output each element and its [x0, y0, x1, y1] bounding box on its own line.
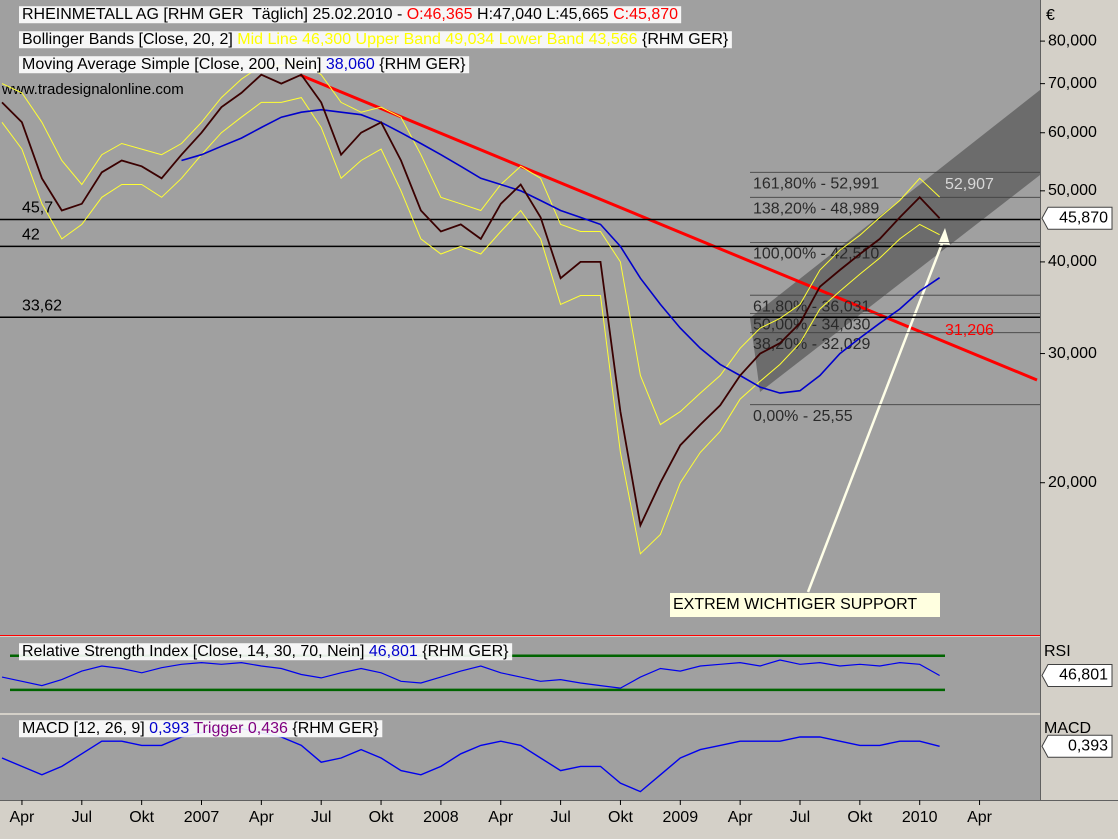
- value-badge-label: 46,801: [1059, 667, 1108, 684]
- x-tick-label: Okt: [129, 809, 154, 826]
- fib-label: 100,00% - 42,510: [753, 246, 879, 263]
- header-part: {RHM GER}: [638, 31, 729, 48]
- y-tick-label: 30,000: [1048, 345, 1097, 362]
- header-part: 38,060: [326, 56, 375, 73]
- x-tick-label: 2009: [663, 809, 699, 826]
- header-part: {RHM GER}: [288, 720, 379, 737]
- header-part: 46,801: [369, 643, 418, 660]
- header-part: H:47,040 L:45,665: [473, 6, 614, 23]
- header-part: Moving Average Simple [Close, 200, Nein]: [22, 56, 326, 73]
- header-part: Bollinger Bands [Close, 20, 2]: [22, 31, 237, 48]
- x-tick-label: Apr: [249, 809, 275, 826]
- x-tick-label: Jul: [311, 809, 331, 826]
- x-tick-label: Apr: [967, 809, 993, 826]
- x-tick-label: Okt: [847, 809, 872, 826]
- header-text: MACD [12, 26, 9] 0,393 Trigger 0,436 {RH…: [22, 720, 379, 737]
- header-part: C:45,870: [613, 6, 678, 23]
- fib-label: 61,80% - 36,031: [753, 298, 871, 315]
- support-note: EXTREM WICHTIGER SUPPORT: [673, 596, 917, 613]
- level-label: 42: [22, 227, 40, 244]
- header-part: Relative Strength Index [Close, 14, 30, …: [22, 643, 369, 660]
- x-tick-label: Okt: [608, 809, 633, 826]
- header-part: {RHM GER}: [375, 56, 466, 73]
- x-tick-label: Apr: [9, 809, 35, 826]
- value-badge: [1041, 664, 1113, 688]
- y-tick-label: 70,000: [1048, 75, 1097, 92]
- note-box: [670, 593, 940, 617]
- x-tick-label: Okt: [369, 809, 394, 826]
- header-text: Bollinger Bands [Close, 20, 2] Mid Line …: [22, 31, 729, 48]
- y-tick-label: 80,000: [1048, 32, 1097, 49]
- x-tick-label: 2010: [902, 809, 938, 826]
- header-part: MACD [12, 26, 9]: [22, 720, 149, 737]
- value-badge-label: 0,393: [1068, 738, 1108, 755]
- arrow-head: [938, 228, 950, 245]
- y-tick-label: 50,000: [1048, 182, 1097, 199]
- header-part: Mid Line 46,300 Upper Band 49,034 Lower …: [237, 31, 637, 48]
- header-part: 0,436: [248, 720, 288, 737]
- rsi-axis-label: RSI: [1044, 643, 1071, 660]
- series-line: [1, 659, 940, 689]
- header-part: Trigger: [189, 720, 248, 737]
- annotation: 31,206: [945, 322, 994, 339]
- level-label: 33,62: [22, 297, 62, 314]
- header-bg: [19, 56, 470, 74]
- header-text: Moving Average Simple [Close, 200, Nein]…: [22, 56, 466, 73]
- value-badge: [1041, 206, 1113, 230]
- level-label: 45,7: [22, 200, 53, 217]
- macd-axis-label: MACD: [1044, 720, 1091, 737]
- x-tick-label: 2008: [423, 809, 459, 826]
- series-line: [181, 108, 941, 394]
- x-tick-label: 2007: [184, 809, 220, 826]
- series-line: [1, 97, 940, 555]
- value-badge-label: 45,870: [1059, 210, 1108, 227]
- fib-label: 138,20% - 48,989: [753, 201, 879, 218]
- header-bg: [19, 6, 682, 24]
- watermark: www.tradesignalonline.com: [1, 81, 184, 98]
- x-tick-label: Apr: [488, 809, 514, 826]
- x-tick-label: Apr: [728, 809, 754, 826]
- y-unit: €: [1046, 7, 1055, 24]
- series-line: [1, 73, 941, 529]
- x-tick-label: Jul: [790, 809, 810, 826]
- header-text: Relative Strength Index [Close, 14, 30, …: [22, 643, 509, 660]
- trend-channel: [750, 90, 1040, 392]
- header-bg: [19, 31, 732, 49]
- fib-label: 50,00% - 34,030: [753, 317, 871, 334]
- x-tick-label: Jul: [550, 809, 570, 826]
- annotation: 52,907: [945, 176, 994, 193]
- fib-label: 161,80% - 52,991: [753, 176, 879, 193]
- y-tick-label: 40,000: [1048, 253, 1097, 270]
- header-bg: [19, 720, 383, 738]
- fib-label: 0,00% - 25,55: [753, 408, 853, 425]
- header-part: RHEINMETALL AG [RHM GER Täglich] 25.02.2…: [22, 6, 407, 23]
- series-line: [1, 61, 940, 426]
- series-line: [1, 727, 940, 793]
- y-tick-label: 20,000: [1048, 474, 1097, 491]
- value-badge: [1041, 734, 1113, 758]
- y-tick-label: 60,000: [1048, 124, 1097, 141]
- x-tick-label: Jul: [72, 809, 92, 826]
- header-bg: [19, 643, 513, 661]
- header-text: RHEINMETALL AG [RHM GER Täglich] 25.02.2…: [22, 6, 678, 23]
- trend-line: [299, 73, 1038, 382]
- header-part: 0,393: [149, 720, 189, 737]
- header-part: O:46,365: [407, 6, 473, 23]
- header-part: {RHM GER}: [418, 643, 509, 660]
